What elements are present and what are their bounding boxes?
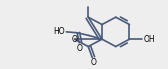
Text: O: O: [76, 44, 82, 53]
Text: O: O: [90, 58, 96, 67]
Text: O: O: [72, 35, 77, 44]
Text: OH: OH: [143, 35, 155, 44]
Text: HO: HO: [54, 27, 65, 36]
